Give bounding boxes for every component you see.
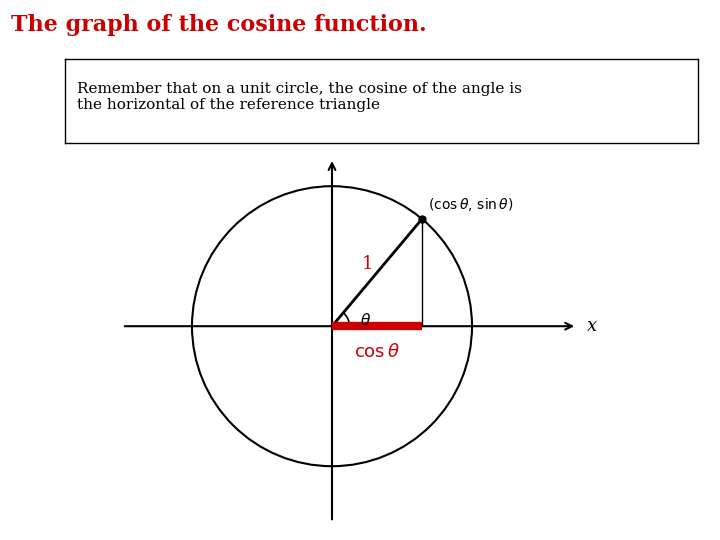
Text: 1: 1 xyxy=(361,255,373,273)
Text: $(\cos\theta,\,\sin\theta)$: $(\cos\theta,\,\sin\theta)$ xyxy=(428,197,513,213)
Text: $\cos\theta$: $\cos\theta$ xyxy=(354,343,400,361)
Text: The graph of the cosine function.: The graph of the cosine function. xyxy=(11,14,426,36)
Text: $\theta$: $\theta$ xyxy=(360,312,372,328)
Text: x: x xyxy=(587,317,597,335)
Text: Remember that on a unit circle, the cosine of the angle is
the horizontal of the: Remember that on a unit circle, the cosi… xyxy=(78,82,522,112)
